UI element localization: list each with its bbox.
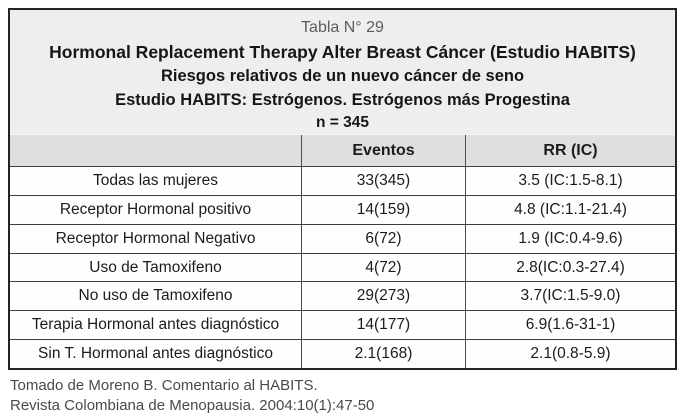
rr-cell: 6.9(1.6-31-1) <box>465 311 675 340</box>
eventos-cell: 6(72) <box>301 224 465 253</box>
rr-cell: 1.9 (IC:0.4-9.6) <box>465 224 675 253</box>
table-row: No uso de Tamoxifeno 29(273) 3.7(IC:1.5-… <box>10 281 675 311</box>
table-n-label: n = 345 <box>316 114 369 131</box>
source-note-line-1: Tomado de Moreno B. Comentario al HABITS… <box>10 377 318 394</box>
rr-cell: 3.5 (IC:1.5-8.1) <box>465 167 675 195</box>
row-label-cell: Receptor Hormonal Negativo <box>55 229 256 247</box>
eventos-cell: 33(345) <box>301 167 465 195</box>
table-row: Uso de Tamoxifeno 4(72) 2.8(IC:0.3-27.4) <box>10 252 675 282</box>
eventos-cell: 2.1(168) <box>301 340 465 369</box>
column-header-eventos: Eventos <box>301 135 465 166</box>
table-card: Tabla N° 29 Hormonal Replacement Therapy… <box>8 8 677 370</box>
source-note-line-2: Revista Colombiana de Menopausia. 2004:1… <box>10 397 375 414</box>
eventos-cell: 29(273) <box>301 282 465 311</box>
row-label-cell: Receptor Hormonal positivo <box>59 200 252 218</box>
row-label-cell: Uso de Tamoxifeno <box>89 258 222 276</box>
table-subtitle-1: Riesgos relativos de un nuevo cáncer de … <box>160 67 525 85</box>
column-header-empty <box>10 135 301 166</box>
row-label-cell: No uso de Tamoxifeno <box>78 287 233 305</box>
rr-cell: 4.8 (IC:1.1-21.4) <box>465 195 675 224</box>
table-row: Terapia Hormonal antes diagnóstico 14(17… <box>10 310 675 340</box>
row-label-cell: Todas las mujeres <box>93 171 218 189</box>
column-header-rr: RR (IC) <box>465 135 675 166</box>
source-note: Tomado de Moreno B. Comentario al HABITS… <box>10 376 374 416</box>
table-row: Todas las mujeres 33(345) 3.5 (IC:1.5-8.… <box>10 166 675 195</box>
table-row: Sin T. Hormonal antes diagnóstico 2.1(16… <box>10 339 675 369</box>
rr-cell: 3.7(IC:1.5-9.0) <box>465 282 675 311</box>
eventos-cell: 4(72) <box>301 253 465 282</box>
column-header-row: Eventos RR (IC) <box>10 134 675 166</box>
data-table: Eventos RR (IC) Todas las mujeres 33(345… <box>10 134 675 369</box>
rr-cell: 2.1(0.8-5.9) <box>465 340 675 369</box>
table-number: Tabla N° 29 <box>301 19 384 36</box>
rr-cell: 2.8(IC:0.3-27.4) <box>465 253 675 282</box>
table-subtitle-2: Estudio HABITS: Estrógenos. Estrógenos m… <box>115 91 570 109</box>
table-title: Hormonal Replacement Therapy Alter Breas… <box>49 42 636 62</box>
table-title-block: Tabla N° 29 Hormonal Replacement Therapy… <box>10 10 675 134</box>
table-row: Receptor Hormonal Negativo 6(72) 1.9 (IC… <box>10 223 675 253</box>
eventos-cell: 14(177) <box>301 311 465 340</box>
row-label-cell: Sin T. Hormonal antes diagnóstico <box>38 345 273 363</box>
eventos-cell: 14(159) <box>301 195 465 224</box>
table-row: Receptor Hormonal positivo 14(159) 4.8 (… <box>10 194 675 224</box>
row-label-cell: Terapia Hormonal antes diagnóstico <box>31 316 280 334</box>
